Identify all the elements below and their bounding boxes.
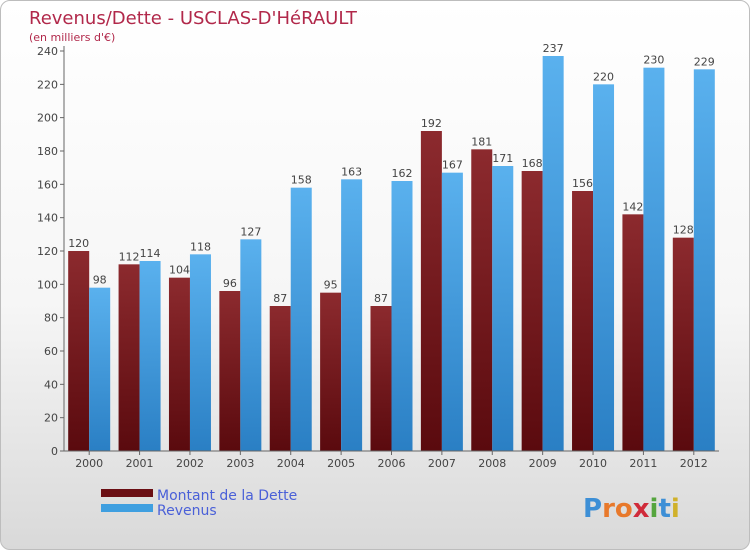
bar-revenus xyxy=(391,181,413,451)
data-label-revenus: 229 xyxy=(694,55,715,68)
y-tick-label: 0 xyxy=(51,445,58,458)
y-tick-label: 60 xyxy=(44,345,58,358)
bar-revenus xyxy=(593,84,615,451)
data-label-revenus: 230 xyxy=(643,54,664,67)
chart-title: Revenus/Dette - USCLAS-D'HéRAULT xyxy=(29,8,358,29)
y-axis: 0 20 40 60 80 100 120 140 160 180 200 220 240 xyxy=(37,45,65,458)
x-tick-label: 2012 xyxy=(680,457,708,470)
y-tick-label: 80 xyxy=(44,312,58,325)
y-tick-label: 40 xyxy=(44,378,58,391)
bar-debt xyxy=(68,251,90,451)
bar-debt xyxy=(672,237,694,451)
bar-revenus xyxy=(643,67,665,452)
bar-debt xyxy=(370,306,392,451)
data-label-revenus: 158 xyxy=(291,174,312,187)
data-label-revenus: 98 xyxy=(93,274,107,287)
bar-debt xyxy=(168,277,190,451)
data-label-debt: 192 xyxy=(421,117,442,130)
y-tick-label: 140 xyxy=(37,212,58,225)
data-label-revenus: 118 xyxy=(190,240,211,253)
bar-debt xyxy=(420,131,442,451)
y-tick-label: 120 xyxy=(37,245,58,258)
bar-revenus xyxy=(693,69,715,451)
bar-debt xyxy=(118,264,140,451)
data-label-revenus: 163 xyxy=(341,165,362,178)
x-tick-label: 2010 xyxy=(579,457,607,470)
data-label-debt: 142 xyxy=(622,200,643,213)
bar-revenus xyxy=(290,187,312,451)
bar-debt xyxy=(471,149,493,452)
y-tick-label: 220 xyxy=(37,78,58,91)
data-label-revenus: 167 xyxy=(442,159,463,172)
data-label-debt: 95 xyxy=(324,279,338,292)
x-tick-label: 2008 xyxy=(478,457,506,470)
data-label-debt: 112 xyxy=(119,250,140,263)
bar-revenus xyxy=(441,172,463,451)
data-label-debt: 128 xyxy=(673,224,694,237)
chart-subtitle: (en milliers d'€) xyxy=(29,31,115,44)
bar-debt xyxy=(521,171,543,451)
data-label-revenus: 114 xyxy=(140,247,161,260)
bar-debt xyxy=(622,214,644,451)
bar-revenus xyxy=(341,179,363,452)
data-label-revenus: 127 xyxy=(240,225,261,238)
x-tick-label: 2009 xyxy=(529,457,557,470)
bar-debt xyxy=(219,291,241,451)
data-label-revenus: 162 xyxy=(392,167,413,180)
legend-swatch-revenus xyxy=(101,504,153,512)
data-label-debt: 104 xyxy=(169,264,190,277)
x-tick-label: 2003 xyxy=(226,457,254,470)
logo-text: Proxiti xyxy=(583,494,680,524)
bar-revenus xyxy=(492,166,514,451)
data-label-debt: 120 xyxy=(68,237,89,250)
data-label-debt: 168 xyxy=(522,157,543,170)
legend-swatch-debt xyxy=(101,489,153,497)
bar-revenus xyxy=(240,239,262,451)
x-axis: 2000 2001 2002 2003 2004 2005 2006 2007 2008 2009… xyxy=(64,450,719,470)
x-tick-label: 2005 xyxy=(327,457,355,470)
x-tick-label: 2002 xyxy=(176,457,204,470)
y-tick-label: 200 xyxy=(37,112,58,125)
data-label-revenus: 171 xyxy=(492,152,513,165)
y-tick-label: 240 xyxy=(37,45,58,58)
data-label-debt: 87 xyxy=(273,292,287,305)
bar-revenus xyxy=(89,287,111,451)
x-tick-label: 2000 xyxy=(75,457,103,470)
y-tick-label: 20 xyxy=(44,412,58,425)
data-label-debt: 87 xyxy=(374,292,388,305)
proxiti-logo: Proxiti xyxy=(583,494,680,524)
x-tick-label: 2004 xyxy=(277,457,305,470)
legend-label-revenus: Revenus xyxy=(157,503,217,519)
data-label-revenus: 220 xyxy=(593,70,614,83)
y-tick-label: 100 xyxy=(37,278,58,291)
data-label-debt: 156 xyxy=(572,177,593,190)
bar-debt xyxy=(269,306,291,451)
data-label-debt: 96 xyxy=(223,277,237,290)
legend: Montant de la Dette Revenus xyxy=(101,488,297,519)
bar-revenus xyxy=(542,56,564,451)
legend-label-debt: Montant de la Dette xyxy=(157,488,297,504)
bar-revenus xyxy=(189,254,211,451)
bar-revenus xyxy=(139,261,161,451)
data-label-revenus: 237 xyxy=(543,42,564,55)
y-tick-label: 180 xyxy=(37,145,58,158)
x-tick-label: 2007 xyxy=(428,457,456,470)
data-label-debt: 181 xyxy=(471,135,492,148)
x-tick-label: 2001 xyxy=(126,457,154,470)
y-tick-label: 160 xyxy=(37,178,58,191)
x-tick-label: 2011 xyxy=(629,457,657,470)
bar-debt xyxy=(320,292,342,451)
bar-debt xyxy=(572,191,594,451)
x-tick-label: 2006 xyxy=(378,457,406,470)
